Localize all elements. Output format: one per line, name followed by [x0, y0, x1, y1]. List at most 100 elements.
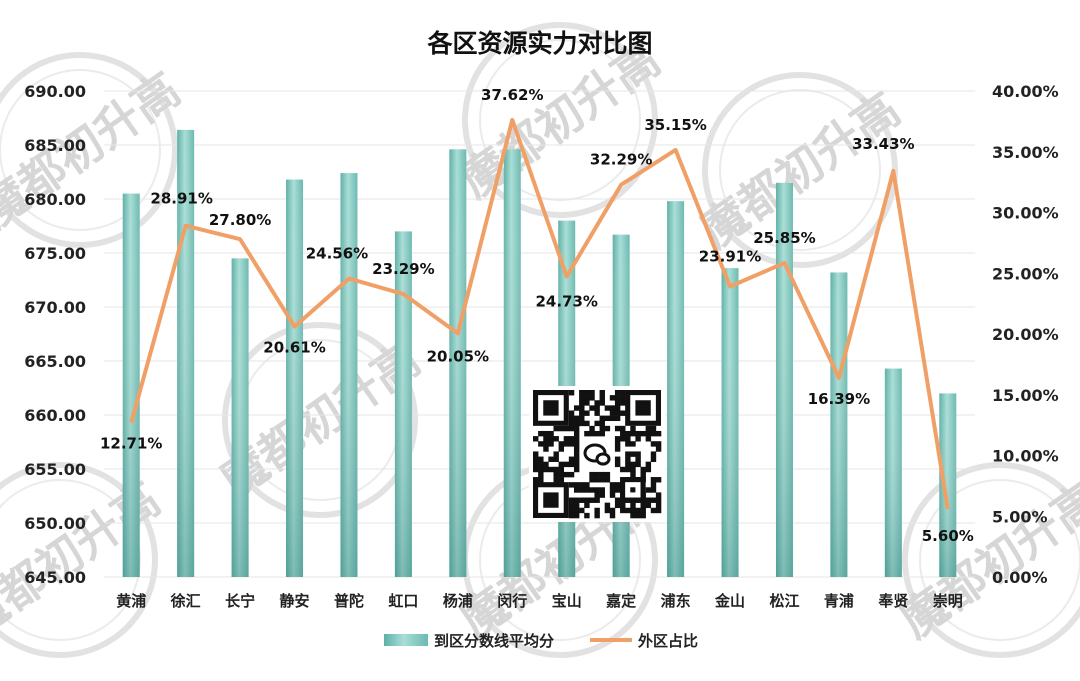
qr-module [538, 471, 544, 478]
qr-module [594, 405, 600, 411]
qr-module [558, 425, 565, 432]
qr-module [584, 487, 590, 493]
category-label: 普陀 [334, 592, 364, 610]
bar-shade [449, 149, 467, 577]
legend-bar-swatch [384, 634, 428, 646]
left-tick-label: 665.00 [24, 352, 86, 371]
qr-module [625, 451, 631, 457]
line-data-label: 12.71% [100, 435, 162, 453]
bar-shade [231, 258, 249, 577]
bar-shade [830, 272, 848, 577]
qr-module [573, 446, 580, 452]
right-tick-label: 30.00% [992, 204, 1059, 223]
qr-module [573, 497, 580, 503]
qr-module [599, 415, 605, 422]
qr-align-core [630, 487, 636, 493]
qr-module [614, 415, 621, 422]
line-path [129, 117, 950, 510]
chart-title: 各区资源实力对比图 [426, 29, 652, 58]
qr-module [650, 477, 657, 483]
qr-module [558, 466, 565, 473]
qr-module [579, 415, 585, 422]
qr-module [579, 400, 585, 406]
qr-module [538, 430, 544, 437]
qr-module [589, 430, 595, 437]
qr-module [645, 436, 652, 442]
qr-module [614, 425, 621, 432]
qr-module [640, 466, 646, 473]
qr-module [594, 430, 600, 437]
qr-code [529, 386, 665, 522]
qr-module [558, 446, 565, 452]
qr-module [568, 390, 575, 396]
qr-module [630, 466, 636, 473]
qr-module [568, 482, 575, 488]
qr-module [548, 436, 554, 442]
category-axis: 黄浦 徐汇 长宁 静安 普陀 虹口 杨浦 闵行 宝山 嘉定 浦东 金山 松江 青浦 奉贤 崇明 [116, 592, 963, 610]
qr-module [609, 482, 616, 488]
qr-module [533, 461, 539, 468]
qr-module [568, 502, 575, 509]
qr-module [573, 502, 580, 509]
qr-module [640, 471, 646, 478]
qr-module [538, 456, 544, 462]
qr-module [599, 425, 605, 432]
qr-module [630, 430, 636, 437]
qr-module [568, 436, 575, 442]
qr-module [609, 410, 616, 416]
qr-module [553, 451, 559, 457]
right-tick-label: 0.00% [992, 568, 1048, 587]
qr-module [635, 430, 641, 437]
qr-module [553, 436, 559, 442]
qr-module [645, 497, 652, 503]
qr-module [650, 487, 657, 493]
line-data-label: 25.85% [753, 229, 815, 247]
qr-module [589, 497, 595, 503]
left-tick-label: 675.00 [24, 244, 86, 263]
category-label: 浦东 [661, 592, 691, 610]
qr-module [584, 400, 590, 406]
qr-module [645, 425, 652, 432]
category-label: 宝山 [552, 592, 582, 610]
qr-module [589, 471, 595, 478]
qr-module [645, 502, 652, 509]
qr-module [625, 466, 631, 473]
line-data-label: 28.91% [150, 190, 212, 208]
qr-module [599, 487, 605, 493]
left-tick-label: 650.00 [24, 514, 86, 533]
qr-module [594, 512, 600, 519]
category-label: 闵行 [497, 592, 527, 610]
qr-module [573, 512, 580, 519]
qr-module [635, 461, 641, 468]
qr-module [594, 400, 600, 406]
qr-module [543, 446, 549, 452]
line-data-label: 20.05% [427, 347, 489, 365]
qr-module [599, 477, 605, 483]
qr-module [584, 395, 590, 401]
qr-module [620, 436, 626, 442]
qr-module [625, 456, 631, 462]
qr-module [568, 507, 575, 514]
qr-module [553, 466, 559, 473]
line-data-label: 33.43% [852, 135, 914, 153]
qr-module [573, 436, 580, 442]
qr-module [584, 502, 590, 509]
right-axis: 40.00% 35.00% 30.00% 25.00% 20.00% 15.00% 10.0… [992, 82, 1059, 587]
category-label: 静安 [280, 592, 310, 610]
qr-module [630, 512, 636, 519]
legend-line-label: 外区占比 [637, 632, 698, 650]
qr-module [599, 492, 605, 498]
qr-module [630, 451, 636, 457]
qr-module [584, 497, 590, 503]
qr-module [594, 471, 600, 478]
qr-module [599, 471, 605, 478]
qr-module [553, 425, 559, 432]
qr-module [625, 507, 631, 514]
line-data-label: 27.80% [209, 211, 271, 229]
qr-module [584, 430, 590, 437]
bar-series [122, 129, 957, 578]
left-axis: 690.00 685.00 680.00 675.00 670.00 665.00 660.… [24, 82, 86, 587]
qr-module [609, 512, 616, 519]
qr-module [589, 390, 595, 396]
